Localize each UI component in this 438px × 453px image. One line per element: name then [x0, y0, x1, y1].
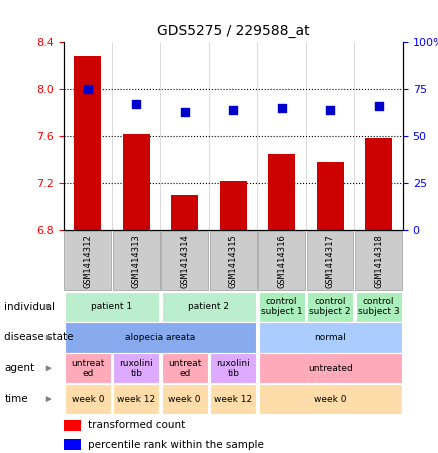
- Bar: [171, 195, 198, 230]
- Text: GSM1414312: GSM1414312: [83, 234, 92, 288]
- Bar: [113, 353, 159, 383]
- Text: GSM1414317: GSM1414317: [326, 234, 335, 288]
- Text: GSM1414313: GSM1414313: [132, 234, 141, 288]
- Bar: [259, 292, 305, 322]
- Text: patient 1: patient 1: [92, 302, 133, 311]
- Point: [278, 104, 285, 111]
- Text: control
subject 3: control subject 3: [358, 297, 399, 316]
- Point: [327, 106, 334, 113]
- Text: alopecia areata: alopecia areata: [125, 333, 196, 342]
- Bar: [365, 139, 392, 230]
- Text: control
subject 2: control subject 2: [310, 297, 351, 316]
- Bar: [259, 353, 402, 383]
- Title: GDS5275 / 229588_at: GDS5275 / 229588_at: [157, 24, 310, 39]
- Text: week 0: week 0: [314, 395, 346, 404]
- Text: ruxolini
tib: ruxolini tib: [120, 359, 153, 378]
- Text: week 0: week 0: [169, 395, 201, 404]
- Bar: [356, 292, 402, 322]
- Bar: [65, 323, 256, 352]
- Bar: [210, 384, 256, 414]
- Bar: [162, 292, 256, 322]
- Point: [181, 108, 188, 116]
- Text: individual: individual: [4, 302, 55, 312]
- Text: percentile rank within the sample: percentile rank within the sample: [88, 439, 264, 449]
- Text: untreated: untreated: [308, 364, 353, 373]
- Point: [375, 102, 382, 110]
- Text: week 0: week 0: [71, 395, 104, 404]
- Bar: [210, 231, 257, 290]
- Text: week 12: week 12: [214, 395, 252, 404]
- Bar: [74, 56, 101, 230]
- Bar: [123, 134, 150, 230]
- Point: [133, 101, 140, 108]
- Text: ruxolini
tib: ruxolini tib: [216, 359, 250, 378]
- Text: untreat
ed: untreat ed: [71, 359, 104, 378]
- Bar: [65, 384, 111, 414]
- Bar: [258, 231, 305, 290]
- Text: GSM1414314: GSM1414314: [180, 234, 189, 288]
- Text: control
subject 1: control subject 1: [261, 297, 303, 316]
- Bar: [307, 292, 353, 322]
- Text: normal: normal: [314, 333, 346, 342]
- Bar: [162, 353, 208, 383]
- Text: transformed count: transformed count: [88, 420, 185, 430]
- Point: [84, 86, 91, 93]
- Bar: [65, 292, 159, 322]
- Bar: [113, 384, 159, 414]
- Bar: [268, 154, 295, 230]
- Bar: [307, 231, 353, 290]
- Bar: [356, 231, 402, 290]
- Bar: [113, 231, 159, 290]
- Bar: [64, 231, 111, 290]
- Text: time: time: [4, 394, 28, 404]
- Text: GSM1414316: GSM1414316: [277, 234, 286, 288]
- Text: disease state: disease state: [4, 333, 74, 342]
- Bar: [317, 162, 343, 230]
- Bar: [220, 181, 247, 230]
- Point: [230, 106, 237, 113]
- Bar: [162, 231, 208, 290]
- Bar: [259, 323, 402, 352]
- Text: GSM1414315: GSM1414315: [229, 234, 238, 288]
- Bar: [64, 439, 81, 450]
- Text: patient 2: patient 2: [188, 302, 230, 311]
- Bar: [65, 353, 111, 383]
- Bar: [64, 420, 81, 431]
- Text: week 12: week 12: [117, 395, 155, 404]
- Bar: [259, 384, 402, 414]
- Text: agent: agent: [4, 363, 35, 373]
- Text: untreat
ed: untreat ed: [168, 359, 201, 378]
- Bar: [210, 353, 256, 383]
- Text: GSM1414318: GSM1414318: [374, 234, 383, 288]
- Bar: [162, 384, 208, 414]
